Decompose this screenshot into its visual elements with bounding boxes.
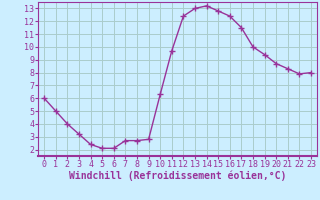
- X-axis label: Windchill (Refroidissement éolien,°C): Windchill (Refroidissement éolien,°C): [69, 171, 286, 181]
